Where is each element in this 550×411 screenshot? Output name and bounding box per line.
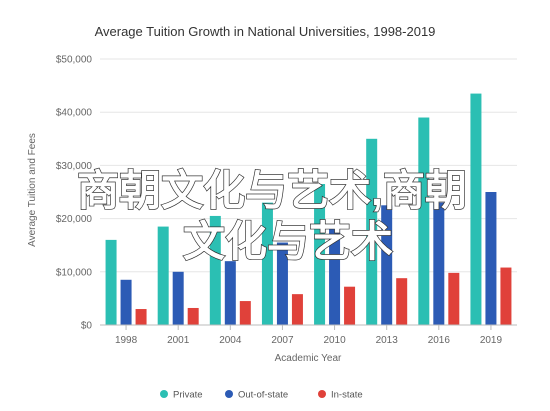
- bar-out-of-state-2016: [433, 202, 445, 325]
- x-tick-label: 2019: [480, 335, 503, 346]
- y-tick-label: $10,000: [56, 267, 93, 278]
- x-axis-ticks: 1998 2001 2004 2007 2010 2013 2016 2019: [115, 325, 503, 346]
- gridlines: [100, 58, 517, 273]
- y-axis-title: Average Tuition and Fees: [27, 133, 38, 247]
- chart-title: Average Tuition Growth in National Unive…: [95, 24, 436, 39]
- bar-out-of-state-2004: [224, 261, 236, 325]
- bar-in-state-2007: [291, 294, 303, 325]
- bar-private-2007: [261, 202, 273, 325]
- x-tick-label: 2007: [271, 335, 294, 346]
- legend-swatch-private: [160, 390, 168, 398]
- overlay-text-line-1: 商朝文化与艺术,商朝: [77, 167, 467, 214]
- x-tick-label: 2004: [219, 335, 242, 346]
- y-tick-label: $40,000: [56, 108, 93, 119]
- legend-label-private: Private: [173, 390, 203, 401]
- bar-in-state-2016: [448, 272, 460, 325]
- bar-private-2016: [418, 117, 430, 326]
- bar-out-of-state-2019: [485, 192, 497, 325]
- bar-in-state-2004: [239, 301, 251, 325]
- bar-out-of-state-2001: [172, 271, 184, 325]
- bar-private-2019: [470, 93, 482, 325]
- y-tick-label: $0: [81, 321, 93, 332]
- y-tick-label: $20,000: [56, 214, 93, 225]
- bar-private-1998: [105, 239, 117, 325]
- y-axis-ticks: $0 $10,000 $20,000 $30,000 $40,000 $50,000: [56, 55, 93, 332]
- legend-label-in-state: In-state: [331, 390, 363, 401]
- legend-swatch-in-state: [318, 390, 326, 398]
- x-tick-label: 2010: [323, 335, 346, 346]
- bar-out-of-state-2007: [276, 242, 288, 325]
- bar-in-state-2010: [344, 286, 356, 325]
- bar-in-state-1998: [135, 309, 147, 325]
- bar-out-of-state-2010: [329, 226, 341, 325]
- legend-swatch-out-of-state: [225, 390, 233, 398]
- bar-out-of-state-1998: [120, 279, 132, 325]
- x-tick-label: 1998: [115, 335, 138, 346]
- legend: Private Out-of-state In-state: [160, 390, 363, 401]
- bar-private-2013: [366, 138, 378, 325]
- bar-private-2010: [314, 184, 326, 325]
- y-tick-label: $30,000: [56, 161, 93, 172]
- x-axis-title: Academic Year: [275, 353, 342, 364]
- bar-private-2001: [157, 226, 169, 325]
- overlay-text-line-2: 文化与艺术: [183, 218, 393, 265]
- bar-in-state-2013: [396, 278, 408, 325]
- x-tick-label: 2016: [428, 335, 451, 346]
- bars: [105, 93, 512, 326]
- bar-in-state-2019: [500, 267, 512, 325]
- legend-label-out-of-state: Out-of-state: [238, 390, 288, 401]
- bar-out-of-state-2013: [381, 205, 393, 325]
- x-tick-label: 2013: [376, 335, 399, 346]
- y-tick-label: $50,000: [56, 55, 93, 66]
- bar-private-2004: [209, 215, 221, 325]
- bar-in-state-2001: [187, 307, 199, 325]
- x-tick-label: 2001: [167, 335, 190, 346]
